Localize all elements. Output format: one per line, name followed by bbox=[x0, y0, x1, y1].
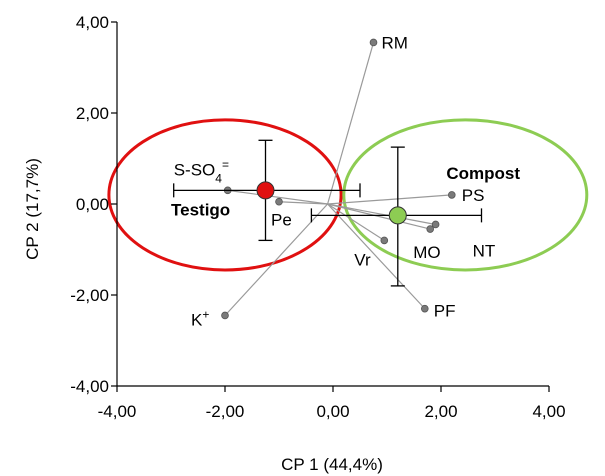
x-tick-label: 0,00 bbox=[316, 402, 349, 421]
loading-point-nt bbox=[431, 220, 440, 229]
loading-point-ps bbox=[447, 191, 456, 199]
loading-point-rm bbox=[369, 38, 378, 47]
loading-line-mo bbox=[327, 203, 431, 230]
group-ellipse-testigo bbox=[107, 118, 343, 272]
x-axis-title: CP 1 (44,4%) bbox=[281, 455, 383, 474]
x-tick-label: 4,00 bbox=[532, 402, 565, 421]
x-tick-label: 2,00 bbox=[424, 402, 457, 421]
y-tick-label: -4,00 bbox=[70, 377, 109, 396]
loading-point-mo bbox=[426, 225, 435, 233]
loading-line-vr bbox=[327, 203, 385, 241]
group-error-bars bbox=[173, 139, 483, 287]
x-tick-label: -2,00 bbox=[206, 402, 245, 421]
variable-label-ps: PS bbox=[462, 186, 485, 205]
y-tick-label: -2,00 bbox=[70, 286, 109, 305]
loading-line-s-so4 bbox=[227, 189, 328, 205]
group-label-compost: Compost bbox=[446, 164, 520, 183]
loading-point-pe bbox=[275, 197, 283, 206]
variable-label-vr: Vr bbox=[354, 250, 371, 269]
loading-line-k bbox=[224, 203, 329, 316]
axes: -4,00 -2,00 0,00 2,00 4,00 -4,00 -2,00 0,00 2,00… bbox=[70, 13, 565, 421]
loading-line-rm bbox=[327, 42, 375, 205]
y-tick-label: 4,00 bbox=[76, 13, 109, 32]
group-label-testigo: Testigo bbox=[171, 200, 230, 219]
group-ellipses bbox=[107, 118, 589, 272]
group-centroid-compost bbox=[388, 206, 407, 225]
variable-label-pe: Pe bbox=[271, 211, 292, 230]
variable-label-pf: PF bbox=[434, 302, 456, 321]
loading-line-pf bbox=[327, 203, 426, 310]
group-centroid-testigo bbox=[256, 181, 275, 200]
variable-label-k: K+ bbox=[191, 307, 209, 329]
loading-point-vr bbox=[380, 236, 389, 245]
loading-line-nt bbox=[327, 203, 436, 226]
variable-label-rm: RM bbox=[382, 33, 408, 52]
loading-line-ps bbox=[327, 194, 452, 205]
variable-label-mo: MO bbox=[413, 243, 440, 262]
y-tick-label: 2,00 bbox=[76, 104, 109, 123]
loading-point-pf bbox=[420, 304, 429, 313]
y-axis-title: CP 2 (17,7%) bbox=[23, 158, 42, 260]
group-ellipse-compost bbox=[342, 118, 589, 272]
variable-label-s-so4: S-SO4= bbox=[174, 157, 229, 185]
loading-point-k bbox=[221, 311, 229, 320]
loading-line-pe bbox=[278, 201, 328, 205]
variable-loadings bbox=[221, 38, 456, 320]
y-tick-label: 0,00 bbox=[76, 195, 109, 214]
variable-label-nt: NT bbox=[473, 241, 496, 260]
x-tick-label: -4,00 bbox=[98, 402, 137, 421]
